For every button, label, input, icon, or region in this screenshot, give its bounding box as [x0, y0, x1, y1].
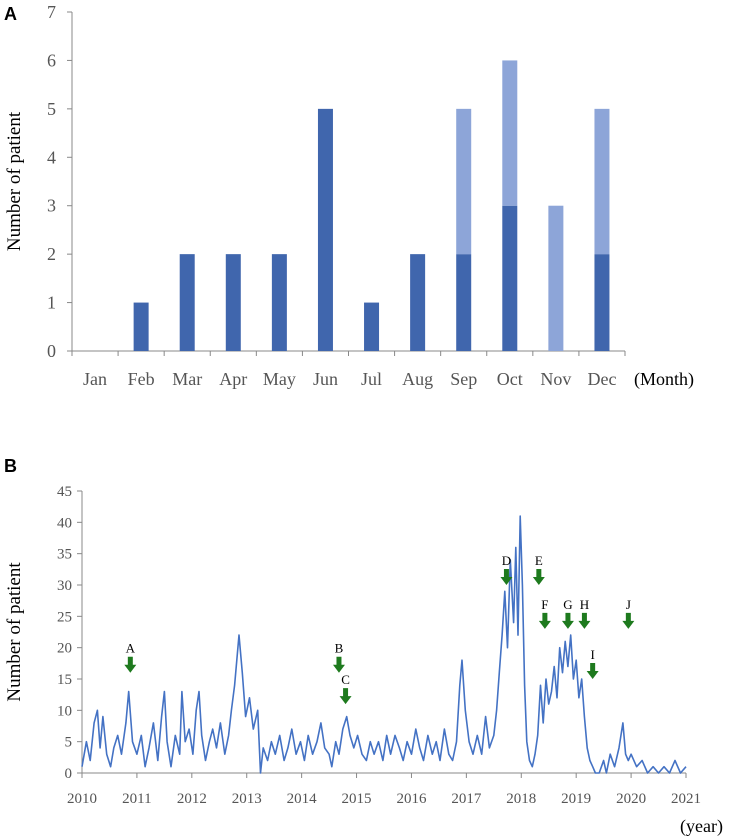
panel-a-x-tick-label: Aug [402, 369, 433, 389]
panel-b-x-tick-label: 2014 [287, 791, 318, 807]
panel-a-x-tick-label: Oct [497, 369, 523, 389]
panel-b-y-tick-label: 20 [57, 641, 72, 657]
event-arrow-g: G [561, 597, 574, 629]
panel-b-x-tick-label: 2019 [561, 791, 591, 807]
panel-b-y-tick-label: 15 [57, 672, 72, 688]
panel-b-x-tick-label: 2013 [232, 791, 262, 807]
panel-a-y-tick-label: 2 [47, 244, 56, 264]
panel-a-bar-light-dec [594, 108, 610, 255]
panel-b-y-tick-label: 35 [57, 547, 72, 563]
panel-b-y-tick-label: 40 [57, 515, 72, 531]
panel-a-bar-dark-dec [594, 254, 610, 351]
panel-b-x-tick-label: 2017 [451, 791, 482, 807]
panel-a-bar-dark-jun [317, 108, 333, 351]
panel-a-label: A [4, 4, 17, 24]
arrow-down-icon [578, 612, 591, 629]
panel-b-x-tick-label: 2020 [616, 791, 646, 807]
panel-a-bar-dark-jul [364, 302, 380, 351]
panel-b-x-tick-label: 2011 [122, 791, 151, 807]
event-label-b: B [335, 641, 344, 656]
event-label-a: A [126, 641, 136, 656]
event-label-j: J [626, 597, 631, 612]
panel-b-y-tick-label: 10 [57, 703, 72, 719]
panel-b-y-tick-label: 30 [57, 578, 72, 594]
event-arrow-a: A [124, 641, 137, 673]
panel-a-bar-dark-oct [502, 205, 518, 351]
panel-a-bar-dark-may [271, 254, 287, 351]
panel-a-x-tick-label: Feb [128, 369, 155, 389]
panel-a-chart: 0 1 2 3 4 5 6 7 Jan Feb Mar Apr May Jun Jul Aug Sep Oct No… [4, 2, 694, 390]
event-label-i: I [590, 647, 594, 662]
panel-a-x-tick-label: Jan [83, 369, 107, 389]
event-arrow-j: J [622, 597, 635, 629]
panel-a-bar-dark-mar [179, 254, 195, 351]
panel-a-x-tick-label: Nov [540, 369, 571, 389]
panel-a-bar-dark-apr [225, 254, 241, 351]
event-label-c: C [341, 672, 350, 687]
panel-b-y-tick-label: 45 [57, 484, 72, 500]
arrow-down-icon [586, 663, 599, 679]
event-label-h: H [580, 597, 589, 612]
panel-a-x-tick-label: May [263, 369, 296, 389]
arrow-down-icon [339, 688, 352, 705]
panel-a-y-tick-label: 5 [47, 99, 56, 119]
arrow-down-icon [561, 612, 574, 629]
panel-b-y-tick-label: 5 [65, 735, 73, 751]
panel-a-bar-light-sep [456, 108, 472, 255]
panel-a-bar-light-oct [502, 60, 518, 206]
panel-b-x-tick-label: 2015 [342, 791, 372, 807]
panel-b-x-tick-label: 2016 [396, 791, 427, 807]
event-label-d: D [502, 553, 511, 568]
panel-b-x-tick-label: 2010 [67, 791, 97, 807]
panel-a-x-tick-label: Dec [587, 369, 616, 389]
panel-a-x-tick-label: Apr [219, 369, 247, 389]
panel-a-x-tick-label: Mar [172, 369, 202, 389]
panel-b-x-unit-label: (year) [680, 816, 723, 837]
arrow-down-icon [532, 569, 545, 585]
panel-b-y-axis-title: Number of patient [4, 562, 25, 702]
panel-a-bar-light-nov [548, 205, 564, 351]
panel-a-y-tick-label: 3 [47, 196, 56, 216]
event-arrow-e: E [532, 553, 545, 585]
event-arrow-f: F [538, 597, 551, 629]
event-arrow-i: I [586, 647, 599, 679]
panel-a-y-tick-label: 6 [47, 50, 56, 70]
panel-a-y-tick-label: 4 [47, 147, 56, 167]
arrow-down-icon [332, 656, 345, 673]
panel-b-y-tick-label: 0 [65, 766, 73, 782]
event-arrow-c: C [339, 672, 352, 705]
panel-b-label: B [4, 456, 17, 476]
event-label-f: F [541, 597, 548, 612]
panel-b-y-tick-label: 25 [57, 609, 72, 625]
event-arrow-h: H [578, 597, 591, 629]
arrow-down-icon [124, 656, 137, 673]
panel-b-series-line [81, 515, 687, 774]
panel-a-x-unit-label: (Month) [634, 369, 694, 390]
panel-a-x-tick-label: Jun [313, 369, 338, 389]
panel-a-x-tick-label: Jul [361, 369, 382, 389]
event-label-e: E [535, 553, 543, 568]
panel-a-x-tick-label: Sep [450, 369, 477, 389]
event-arrow-b: B [332, 641, 345, 673]
event-label-g: G [563, 597, 572, 612]
panel-b-x-tick-label: 2012 [177, 791, 207, 807]
panel-b-chart: 0 5 10 15 20 25 30 35 40 45 2010 2011 2012 2013 2014 20… [4, 484, 723, 837]
arrow-down-icon [622, 612, 635, 629]
panel-a-bar-dark-feb [133, 302, 149, 351]
event-arrow-d: D [500, 553, 513, 585]
panel-a-y-tick-label: 7 [47, 2, 56, 22]
arrow-down-icon [538, 612, 551, 629]
panel-a-y-tick-label: 1 [47, 293, 56, 313]
arrow-down-icon [500, 569, 513, 585]
panel-a-bar-dark-aug [410, 254, 426, 351]
panel-b-x-tick-label: 2021 [671, 791, 701, 807]
panel-a-bar-dark-sep [456, 254, 472, 351]
panel-b-x-tick-label: 2018 [506, 791, 536, 807]
panel-a-y-tick-label: 0 [47, 341, 56, 361]
panel-a-y-axis-title: Number of patient [4, 111, 25, 251]
